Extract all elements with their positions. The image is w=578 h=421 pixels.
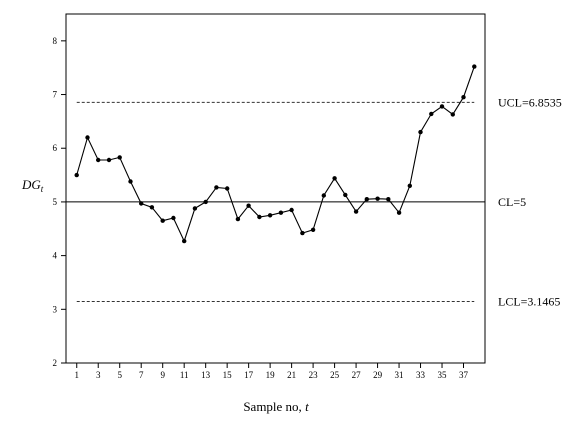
- y-axis-title: DGt: [21, 177, 44, 194]
- data-point: [149, 205, 155, 210]
- x-tick-label: 15: [223, 370, 233, 380]
- data-point: [386, 197, 391, 202]
- data-point: [310, 227, 316, 232]
- x-tick-label: 19: [266, 370, 276, 380]
- data-point: [128, 179, 133, 184]
- plot-frame: [65, 13, 486, 364]
- data-point: [300, 230, 305, 236]
- ucl-label: UCL=6.8535: [498, 95, 562, 109]
- data-point: [472, 64, 477, 69]
- data-point: [171, 215, 176, 221]
- x-tick-label: 11: [180, 370, 189, 380]
- data-point: [321, 193, 326, 198]
- data-point: [461, 95, 466, 100]
- x-axis-title: Sample no, t: [243, 399, 309, 414]
- data-point: [214, 185, 219, 190]
- data-point: [74, 172, 79, 178]
- y-tick-label: 6: [53, 143, 58, 153]
- y-tick-label: 2: [53, 358, 58, 368]
- data-point: [289, 207, 294, 213]
- x-tick-label: 9: [160, 370, 165, 380]
- series-line: [76, 66, 475, 243]
- x-tick-label: 23: [309, 370, 319, 380]
- data-point: [375, 196, 380, 201]
- y-tick-label: 8: [53, 36, 58, 46]
- data-series: [74, 64, 477, 244]
- data-point: [364, 197, 369, 202]
- lcl-label: LCL=3.1465: [498, 294, 560, 308]
- x-tick-label: 13: [201, 370, 211, 380]
- data-point: [267, 213, 273, 218]
- data-point: [257, 214, 262, 220]
- x-tick-label: 29: [373, 370, 383, 380]
- control-limits: UCL=6.8535 CL=5 LCL=3.1465: [66, 95, 562, 308]
- x-tick-label: 7: [139, 370, 144, 380]
- x-tick-label: 37: [459, 370, 469, 380]
- data-point: [192, 206, 198, 211]
- y-tick-label: 3: [53, 304, 58, 314]
- data-point: [106, 157, 112, 163]
- data-point: [407, 183, 412, 188]
- y-tick-label: 4: [53, 251, 58, 261]
- data-point: [246, 203, 251, 208]
- x-tick-label: 21: [287, 370, 296, 380]
- x-tick-label: 1: [74, 370, 79, 380]
- data-point: [439, 104, 445, 109]
- x-tick-label: 35: [438, 370, 448, 380]
- data-point: [139, 201, 144, 206]
- x-axis-title-variable: t: [305, 399, 309, 414]
- data-point: [117, 155, 122, 160]
- x-tick-label: 31: [395, 370, 404, 380]
- data-point: [343, 192, 348, 198]
- data-point: [418, 129, 423, 135]
- y-tick-label: 5: [53, 197, 58, 207]
- y-axis-title-subscript: t: [41, 184, 44, 194]
- data-point: [235, 216, 241, 222]
- cl-label: CL=5: [498, 195, 526, 209]
- x-tick-label: 5: [117, 370, 122, 380]
- data-point: [429, 111, 434, 117]
- x-tick-label: 27: [352, 370, 362, 380]
- x-tick-label: 33: [416, 370, 426, 380]
- data-point: [203, 199, 208, 205]
- data-point: [96, 157, 101, 163]
- data-point: [396, 210, 402, 215]
- data-point: [160, 218, 165, 223]
- x-tick-label: 25: [330, 370, 340, 380]
- data-point: [353, 209, 359, 214]
- data-point: [450, 112, 455, 117]
- x-tick-label: 17: [244, 370, 254, 380]
- y-tick-label: 7: [53, 90, 58, 100]
- data-point: [278, 210, 284, 215]
- y-axis-ticks: 2 3 4 5 6 7 8: [53, 36, 66, 368]
- x-axis-ticks: 1 3 5 7 9 11 13 15 17 19 21 23 25 27 29 31 33 35 37: [74, 363, 469, 380]
- data-point: [225, 186, 230, 191]
- data-point: [85, 135, 90, 140]
- x-tick-label: 3: [96, 370, 101, 380]
- data-point: [332, 176, 337, 181]
- data-point: [182, 238, 187, 244]
